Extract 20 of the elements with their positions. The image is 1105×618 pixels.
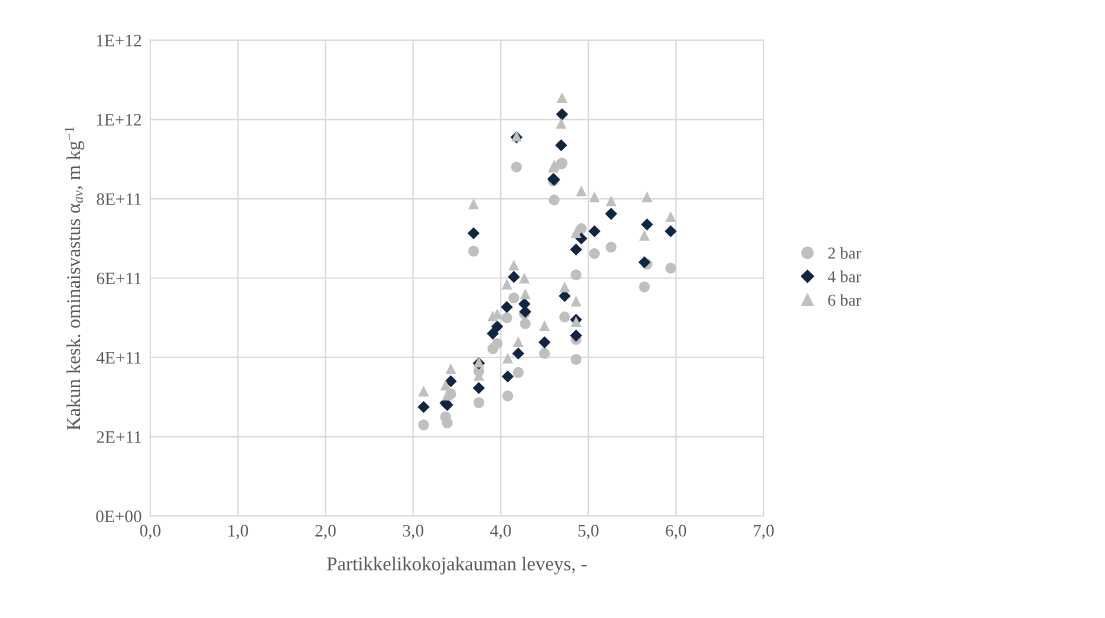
x-tick-label: 1,0	[228, 524, 249, 540]
y-tick-label: 8E+11	[96, 193, 141, 205]
y-tick-label: 4E+11	[96, 351, 141, 364]
x-tick-label: 3,0	[403, 524, 424, 540]
x-tick-label: 7,0	[753, 524, 774, 540]
x-tick-label: 0,0	[140, 524, 161, 540]
y-tick-label: 6E+11	[96, 272, 141, 285]
legend-label: 2 bar	[828, 247, 862, 259]
y-tick-label: 1E+12	[97, 114, 141, 126]
y-tick-label: 0E+00	[96, 510, 142, 523]
y-axis-title: Kakun kesk. ominaisvastus α$_{av}$, m kg$^{−1}$	[64, 126, 85, 431]
x-tick-label: 5,0	[578, 524, 599, 540]
legend-label: 6 bar	[828, 294, 862, 306]
y-tick-label: 2E+11	[96, 431, 141, 443]
x-axis-title: Partikkelikokojakauman leveys, -	[327, 556, 587, 575]
x-tick-label: 2,0	[315, 524, 336, 540]
x-tick-label: 4,0	[490, 524, 511, 540]
x-tick-label: 6,0	[665, 524, 687, 540]
legend-label: 4 bar	[827, 270, 862, 283]
y-tick-label: 1E+12	[97, 34, 141, 47]
